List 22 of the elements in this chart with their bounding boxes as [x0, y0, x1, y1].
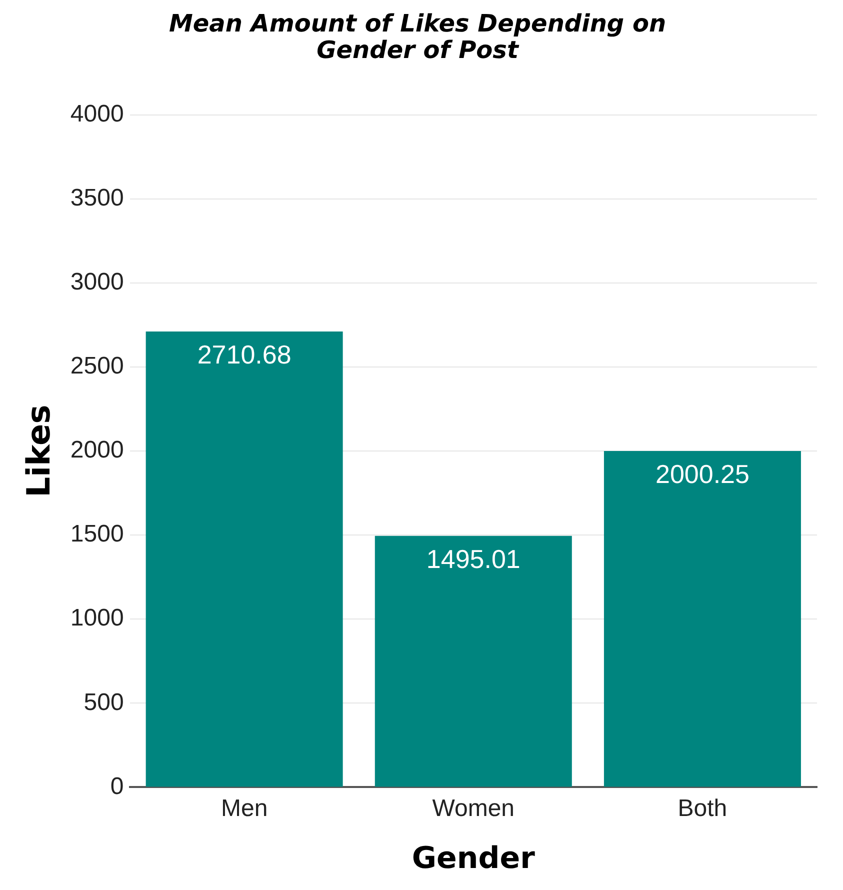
data-label: 2710.68: [197, 340, 292, 370]
y-tick-label: 3000: [70, 268, 124, 296]
bar: [604, 450, 801, 787]
y-tick-label: 0: [110, 772, 124, 800]
x-tick-label: Both: [678, 795, 728, 822]
x-tick-label: Women: [432, 795, 515, 822]
bar: [146, 332, 343, 787]
x-tick-label: Men: [220, 795, 268, 822]
y-tick-label: 3500: [70, 184, 124, 212]
data-label: 1495.01: [426, 544, 520, 574]
y-tick-label: 2000: [70, 436, 124, 464]
data-label: 2000.25: [655, 459, 750, 490]
y-axis-title: Likes: [20, 404, 58, 498]
y-tick-label: 500: [84, 688, 124, 716]
y-tick-label: 2500: [70, 352, 124, 380]
y-tick-label: 1000: [70, 604, 124, 632]
x-axis-title: Gender: [412, 840, 536, 876]
text: Mean Amount of Likes Depending on: [168, 9, 666, 38]
y-tick-label: 4000: [70, 100, 124, 128]
y-tick-label: 1500: [70, 520, 124, 548]
bar: [374, 536, 572, 787]
text: Gender of Post: [316, 36, 518, 64]
